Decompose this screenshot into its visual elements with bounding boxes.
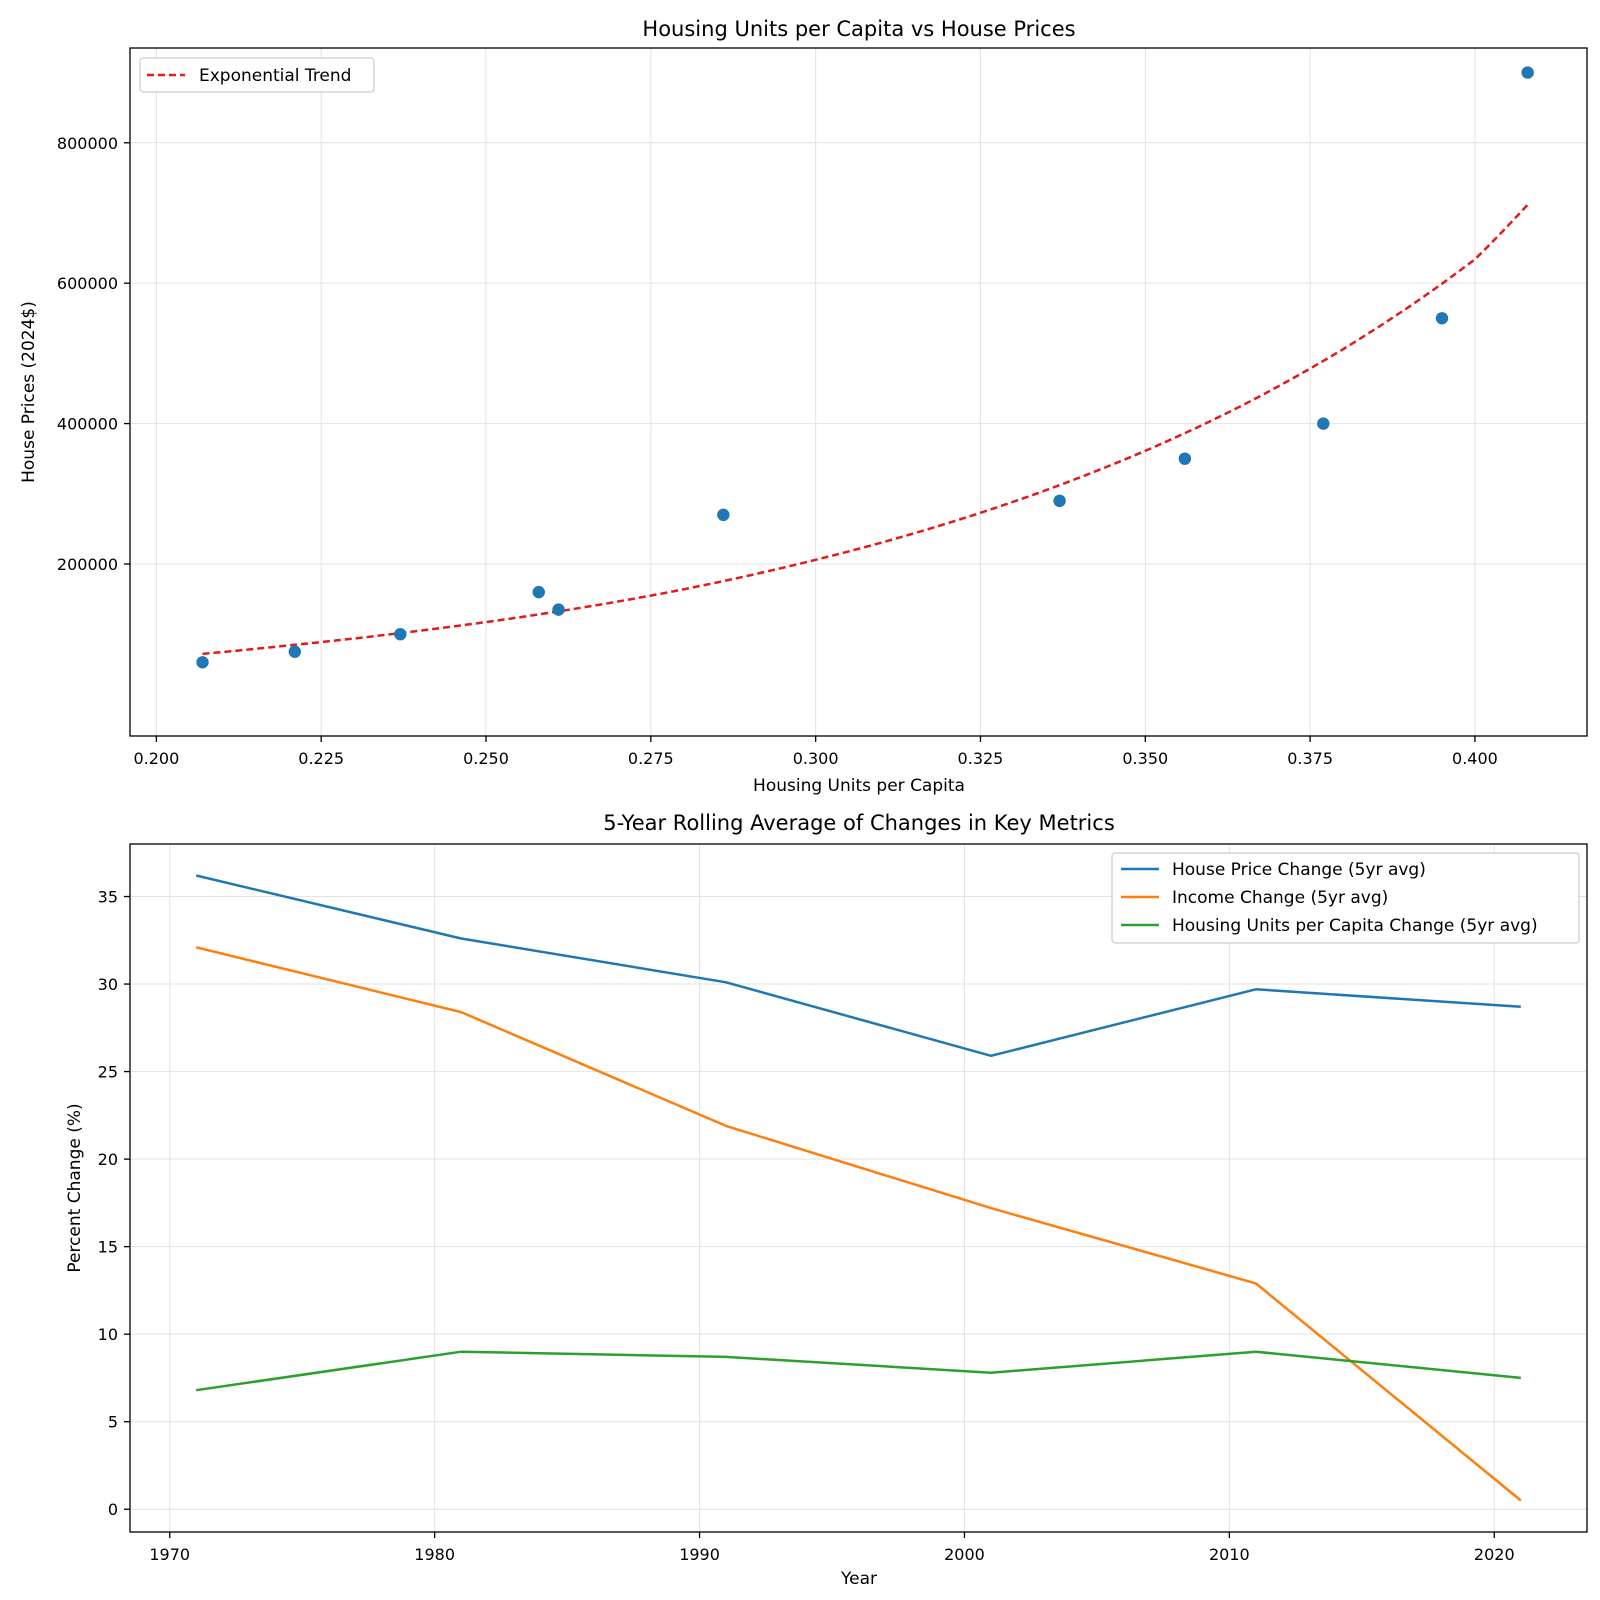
line-legend-box	[1111, 852, 1580, 944]
x-tick-label: 2010	[1209, 1545, 1250, 1564]
scatter-legend: Exponential Trend	[139, 57, 375, 93]
y-tick-label: 15	[98, 1238, 118, 1257]
y-tick-label: 800000	[57, 134, 118, 153]
y-tick-label: 10	[98, 1325, 118, 1344]
scatter-points-layer	[196, 66, 1534, 669]
line-x-ticks: 1970 1980 1990 2000 2010 2020	[149, 1532, 1515, 1564]
y-tick-label: 400000	[57, 415, 118, 434]
x-tick-label: 1970	[149, 1545, 190, 1564]
scatter-chart: Housing Units per Capita vs House Prices…	[19, 17, 1588, 796]
line-legend-housing-units-label: Housing Units per Capita Change (5yr avg…	[1172, 916, 1538, 936]
x-tick-label: 2000	[944, 1545, 985, 1564]
scatter-point	[1178, 452, 1192, 465]
scatter-point	[1053, 494, 1066, 508]
x-tick-label: 0.325	[958, 749, 1004, 768]
scatter-point	[394, 628, 407, 641]
x-tick-label: 1980	[414, 1545, 455, 1564]
scatter-point	[1521, 66, 1534, 79]
scatter-legend-trend-label: Exponential Trend	[199, 66, 351, 86]
line-y-ticks: 0 5 10 15 20 25 30 35	[98, 888, 130, 1519]
scatter-plot-frame	[129, 47, 1588, 737]
scatter-chart-title: Housing Units per Capita vs House Prices	[642, 17, 1075, 41]
x-tick-label: 2020	[1474, 1545, 1515, 1564]
income-change-line	[195, 946, 1522, 1502]
x-tick-label: 1990	[679, 1545, 720, 1564]
scatter-grid	[130, 48, 1587, 736]
y-tick-label: 600000	[57, 274, 118, 293]
x-tick-label: 0.300	[793, 749, 839, 768]
scatter-point	[196, 656, 209, 669]
scatter-y-axis-label: House Prices (2024$)	[19, 301, 39, 483]
scatter-point	[532, 585, 545, 599]
x-tick-label: 0.200	[133, 749, 179, 768]
line-legend: House Price Change (5yr avg) Income Chan…	[1111, 852, 1580, 944]
scatter-point	[288, 645, 302, 658]
scatter-trend-layer	[202, 203, 1529, 656]
x-tick-label: 0.250	[463, 749, 509, 768]
line-legend-income-label: Income Change (5yr avg)	[1172, 888, 1388, 908]
house-price-change-line	[195, 874, 1521, 1058]
scatter-point	[717, 508, 730, 522]
line-series-layer	[195, 874, 1522, 1502]
housing-units-change-line	[196, 1350, 1521, 1392]
exponential-trend-line	[202, 203, 1529, 656]
scatter-point	[1435, 312, 1449, 325]
scatter-y-ticks: 200000 400000 600000 800000	[57, 134, 130, 574]
x-tick-label: 0.400	[1452, 749, 1498, 768]
y-tick-label: 0	[108, 1500, 118, 1519]
line-x-axis-label: Year	[840, 1569, 877, 1589]
line-grid	[130, 844, 1587, 1532]
line-y-axis-label: Percent Change (%)	[65, 1103, 85, 1272]
x-tick-label: 0.275	[628, 749, 674, 768]
scatter-legend-box	[139, 57, 375, 93]
line-plot-frame	[129, 843, 1588, 1533]
y-tick-label: 20	[98, 1150, 118, 1169]
scatter-x-ticks: 0.200 0.225 0.250 0.275 0.300 0.325 0.350 0.375…	[133, 736, 1498, 768]
x-tick-label: 0.350	[1122, 749, 1168, 768]
y-tick-label: 25	[98, 1063, 118, 1082]
x-tick-label: 0.225	[298, 749, 344, 768]
line-chart-title: 5-Year Rolling Average of Changes in Key…	[603, 811, 1115, 835]
y-tick-label: 200000	[57, 555, 118, 574]
y-tick-label: 35	[98, 888, 118, 907]
scatter-point	[1317, 417, 1330, 430]
line-legend-house-price-label: House Price Change (5yr avg)	[1172, 860, 1426, 880]
y-tick-label: 30	[98, 975, 118, 994]
line-chart: 5-Year Rolling Average of Changes in Key…	[65, 811, 1588, 1589]
scatter-x-axis-label: Housing Units per Capita	[753, 776, 965, 796]
scatter-point	[552, 603, 565, 616]
x-tick-label: 0.375	[1287, 749, 1333, 768]
y-tick-label: 5	[108, 1413, 118, 1432]
